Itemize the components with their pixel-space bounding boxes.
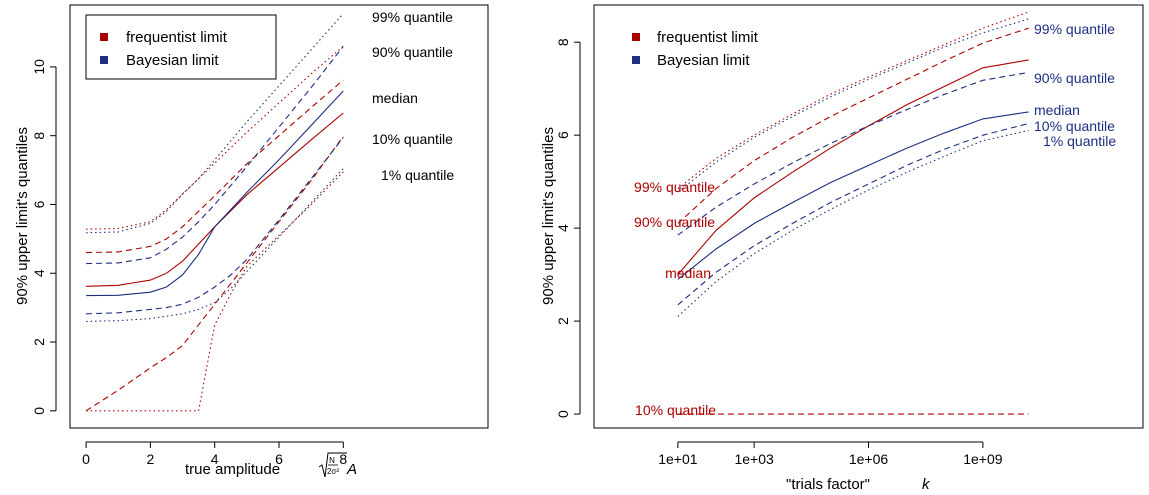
right-series-frequentist-99pct xyxy=(677,11,1029,190)
left-legend-swatch-frequentist xyxy=(100,33,108,41)
left-x-tick-label: 0 xyxy=(82,451,90,467)
right-y-tick-label: 0 xyxy=(555,410,571,418)
left-series-frequentist-median xyxy=(86,112,344,287)
left-y-tick-label: 0 xyxy=(31,407,47,415)
left-x-tick-label: 6 xyxy=(275,451,283,467)
right-series-frequentist-median xyxy=(677,59,1029,275)
right-series-bayesian-99pct xyxy=(677,18,1029,193)
right-freq-label-median: median xyxy=(665,265,711,281)
left-y-tick-label: 6 xyxy=(31,200,47,208)
right-legend: frequentist limit Bayesian limit xyxy=(632,29,759,69)
right-bayes-label-median: median xyxy=(1034,102,1080,118)
right-freq-label-99: 99% quantile xyxy=(634,179,715,195)
right-legend-label-frequentist: frequentist limit xyxy=(657,29,759,46)
right-annotations-bayesian: 99% quantile 90% quantile median 10% qua… xyxy=(1034,21,1116,149)
left-x-axis-label-math: N 2σ² A xyxy=(318,452,357,478)
right-bayes-label-90: 90% quantile xyxy=(1034,70,1115,86)
left-legend-label-frequentist: frequentist limit xyxy=(126,29,228,46)
left-y-tick-label: 10 xyxy=(31,59,47,75)
right-series-bayesian-1pct xyxy=(677,129,1029,317)
right-legend-swatch-bayesian xyxy=(632,56,640,64)
right-bayes-label-99: 99% quantile xyxy=(1034,21,1115,37)
right-freq-label-10: 10% quantile xyxy=(635,402,716,418)
right-bayes-label-10: 10% quantile xyxy=(1034,118,1115,134)
right-x-tick-label: 1e+09 xyxy=(963,451,1003,467)
left-legend-swatch-bayesian xyxy=(100,56,108,64)
left-y-tick-label: 4 xyxy=(31,269,47,277)
svg-text:2σ²: 2σ² xyxy=(327,467,339,476)
right-x-axis-label: "trials factor" k xyxy=(786,476,931,493)
left-annotations: 99% quantile 90% quantile median 10% qua… xyxy=(372,9,454,183)
right-y-tick-label: 6 xyxy=(555,131,571,139)
right-x-axis-label-var: k xyxy=(922,476,931,493)
left-series-bayesian-median xyxy=(86,90,344,297)
left-y-axis-label: 90% upper limit's quantiles xyxy=(14,127,31,305)
left-x-tick-label: 4 xyxy=(211,451,219,467)
left-series-bayesian-99pct xyxy=(86,13,344,234)
right-x-tick-label: 1e+03 xyxy=(734,451,774,467)
right-series-frequentist-90pct xyxy=(677,27,1029,224)
left-series-frequentist-1pct xyxy=(86,171,344,412)
right-chart: 0 2 4 6 8 1e+01 1e+03 1e+06 1e+09 90% upper lim… xyxy=(540,4,1144,493)
right-legend-label-bayesian: Bayesian limit xyxy=(657,52,750,69)
left-label-99: 99% quantile xyxy=(372,9,453,25)
right-freq-label-90: 90% quantile xyxy=(634,214,715,230)
right-x-tick-label: 1e+01 xyxy=(658,451,698,467)
svg-text:N: N xyxy=(329,456,335,465)
left-label-10: 10% quantile xyxy=(372,131,453,147)
left-label-median: median xyxy=(372,90,418,106)
right-series-group xyxy=(677,11,1029,415)
right-series-bayesian-10pct xyxy=(677,122,1029,306)
left-series-frequentist-10pct xyxy=(85,136,344,412)
left-series-bayesian-10pct xyxy=(86,137,344,315)
left-y-axis: 0 2 4 6 8 10 xyxy=(31,59,57,415)
left-x-tick-label: 8 xyxy=(339,451,347,467)
left-x-axis-label: true amplitude N 2σ² A xyxy=(185,452,357,478)
left-series-frequentist-99pct xyxy=(86,45,344,230)
right-plot-frame xyxy=(593,4,1144,429)
left-plot-frame xyxy=(69,4,489,429)
right-y-axis: 0 2 4 6 8 xyxy=(555,38,581,418)
left-chart: 0 2 4 6 8 10 0 2 4 6 8 90% upper limit's quantile… xyxy=(14,4,489,478)
left-x-tick-label: 2 xyxy=(146,451,154,467)
left-legend-box xyxy=(85,14,277,80)
left-label-1: 1% quantile xyxy=(381,167,454,183)
right-x-axis-label-text: "trials factor" xyxy=(786,476,870,493)
right-y-tick-label: 4 xyxy=(555,224,571,232)
right-y-axis-label: 90% upper limit's quantiles xyxy=(540,127,557,305)
left-legend: frequentist limit Bayesian limit xyxy=(85,14,277,80)
left-series-bayesian-1pct xyxy=(86,168,344,322)
right-legend-swatch-frequentist xyxy=(632,33,640,41)
left-x-axis: 0 2 4 6 8 xyxy=(82,441,347,467)
left-x-axis-label-text: true amplitude xyxy=(185,461,280,478)
left-series-frequentist-90pct xyxy=(86,79,344,254)
right-x-tick-label: 1e+06 xyxy=(849,451,889,467)
left-label-90: 90% quantile xyxy=(372,44,453,60)
right-series-bayesian-median xyxy=(677,111,1029,280)
left-y-tick-label: 2 xyxy=(31,338,47,346)
right-y-tick-label: 2 xyxy=(555,317,571,325)
right-annotations-frequentist: 99% quantile 90% quantile median 10% qua… xyxy=(634,179,716,418)
left-y-tick-label: 8 xyxy=(31,132,47,140)
right-x-axis: 1e+01 1e+03 1e+06 1e+09 xyxy=(658,441,1003,467)
right-bayes-label-1: 1% quantile xyxy=(1043,133,1116,149)
left-legend-label-bayesian: Bayesian limit xyxy=(126,52,219,69)
left-series-group xyxy=(85,13,344,412)
svg-text:A: A xyxy=(346,461,357,478)
right-series-bayesian-90pct xyxy=(677,71,1029,236)
right-y-tick-label: 8 xyxy=(555,38,571,46)
